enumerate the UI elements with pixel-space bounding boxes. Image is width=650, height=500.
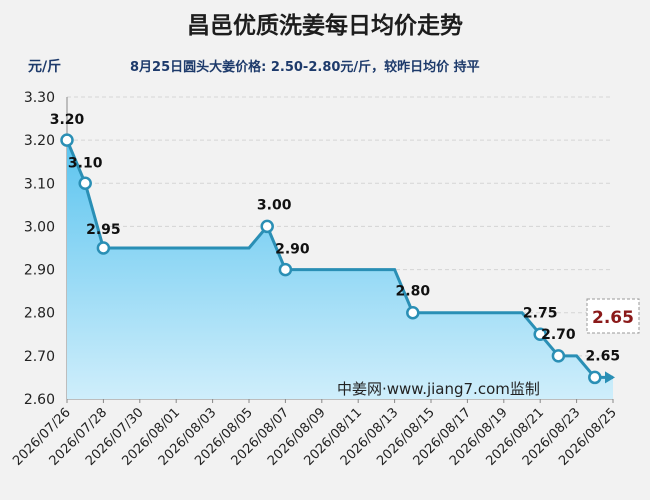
data-label: 2.70 (541, 327, 576, 343)
latest-price-badge: 2.65 (586, 298, 640, 334)
point-marker (588, 370, 602, 385)
y-tick-label: 2.60 (24, 392, 55, 408)
chart-title: 昌邑优质洗姜每日均价走势 (187, 13, 463, 39)
data-label: 2.80 (396, 284, 431, 300)
data-label: 2.75 (523, 305, 558, 321)
data-label: 3.20 (50, 112, 85, 128)
y-tick-label: 2.90 (24, 263, 55, 279)
y-tick-labels: 2.60 2.70 2.80 2.90 3.00 3.10 3.20 3.30 (24, 90, 55, 408)
data-labels: 3.20 3.10 2.95 3.00 2.90 2.80 2.75 2.70 2.65 (50, 112, 620, 364)
data-label: 2.65 (586, 348, 621, 364)
data-label: 3.00 (257, 197, 292, 213)
point-marker (96, 241, 111, 255)
data-label: 2.90 (275, 242, 310, 258)
y-tick-label: 3.00 (24, 219, 55, 235)
price-area (67, 140, 613, 399)
data-label: 2.95 (86, 222, 121, 238)
point-marker (551, 349, 566, 363)
price-line (65, 139, 613, 379)
y-tick-label: 3.10 (24, 176, 55, 192)
data-label: 3.10 (68, 155, 103, 171)
y-unit-label: 元/斤 (28, 59, 62, 75)
y-tick-label: 3.30 (24, 90, 55, 106)
y-tick-label: 2.70 (24, 349, 55, 365)
point-marker (78, 176, 92, 191)
point-marker (406, 305, 420, 320)
point-marker (60, 133, 74, 147)
price-summary-subtitle: 8月25日圆头大姜价格: 2.50-2.80元/斤，较昨日均价 持平 (130, 60, 480, 75)
watermark-text: 中姜网·www.jiang7.com监制 (337, 380, 540, 398)
y-tick-label: 3.20 (24, 133, 55, 149)
x-tick-labels: 2026/07/262026/07/282026/07/302026/08/01… (10, 399, 620, 469)
point-marker (533, 327, 547, 342)
y-tick-label: 2.80 (24, 306, 55, 322)
point-marker (278, 262, 293, 277)
point-marker (260, 219, 274, 234)
latest-price-value: 2.65 (592, 308, 634, 328)
line-end-arrow (605, 371, 615, 384)
point-markers (60, 133, 615, 385)
